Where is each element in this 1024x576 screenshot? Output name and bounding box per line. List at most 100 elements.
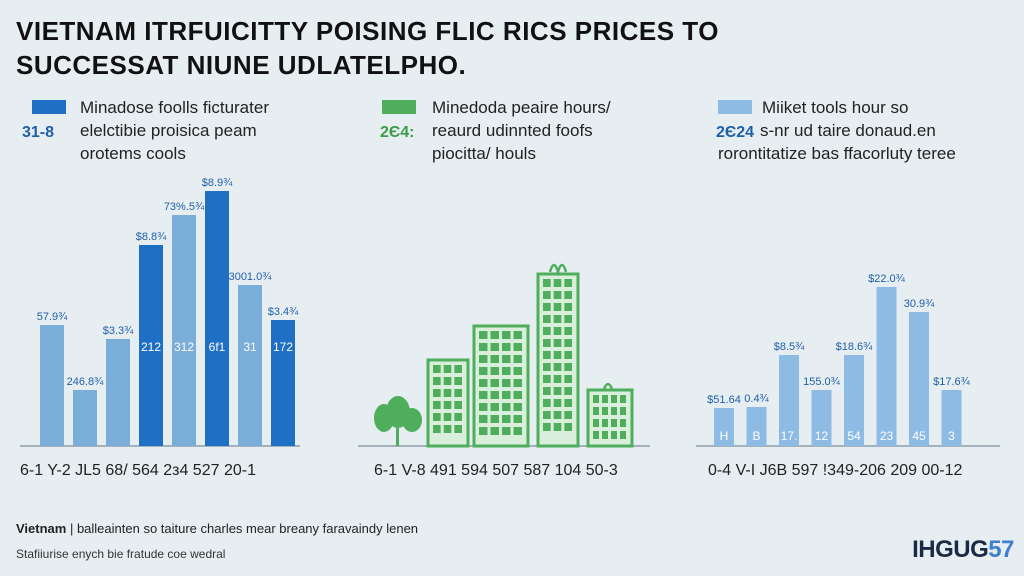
legend-3-year: 2Є24 <box>716 124 755 141</box>
window-4-0-1 <box>553 279 562 287</box>
window-3-8-3 <box>513 427 522 435</box>
window-4-7-2 <box>564 363 572 371</box>
tree-1-c <box>402 408 422 432</box>
bar-p1-5 <box>172 215 196 446</box>
bar-p3-1 <box>714 408 734 446</box>
bar-p3-2 <box>746 407 767 446</box>
window-5-2-0 <box>593 419 599 427</box>
legend-1-year: 31-8 <box>22 124 55 141</box>
window-4-4-1 <box>553 327 562 335</box>
bar-p1-6 <box>205 191 229 446</box>
window-3-7-0 <box>479 415 488 423</box>
window-2-2-0 <box>433 389 441 397</box>
window-4-10-2 <box>564 399 572 407</box>
window-3-1-1 <box>490 343 499 351</box>
window-3-8-0 <box>479 427 488 435</box>
x-tick-labels-3: 0-4 V-I J6B 597 !349-206 209 00-12 <box>708 462 963 479</box>
bar-inner-p3-7: 45 <box>912 429 926 443</box>
window-3-2-3 <box>513 355 522 363</box>
window-3-6-3 <box>513 403 522 411</box>
window-5-2-3 <box>620 419 626 427</box>
window-4-8-0 <box>543 375 551 383</box>
legend-swatch-3 <box>718 100 752 114</box>
window-5-3-1 <box>602 431 608 439</box>
bar-p3-3 <box>779 355 799 446</box>
window-4-5-1 <box>553 339 562 347</box>
bar-label-p3-8: $17.6¾ <box>933 376 971 388</box>
roof-plant-4 <box>548 263 568 277</box>
title-line-1: VIETNAM ITRFUICITTY POISING FLIC RICS PR… <box>16 16 719 46</box>
window-3-1-3 <box>513 343 522 351</box>
window-2-1-1 <box>443 377 452 385</box>
footer-note: Vietnam | balleainten so taiture charles… <box>16 521 418 536</box>
bar-label-p1-1: 57.9¾ <box>37 311 68 323</box>
bar-p3-7 <box>909 312 929 446</box>
window-3-8-2 <box>502 427 511 435</box>
logo-accent: 57 <box>988 536 1014 563</box>
window-3-1-0 <box>479 343 488 351</box>
bar-inner-p1-4: 212 <box>141 340 161 354</box>
window-4-1-0 <box>543 291 551 299</box>
bar-inner-p1-6: 6f1 <box>209 340 226 354</box>
window-2-3-0 <box>433 401 441 409</box>
window-4-8-2 <box>564 375 572 383</box>
window-4-1-2 <box>564 291 572 299</box>
window-3-0-2 <box>502 331 511 339</box>
window-4-11-1 <box>553 411 562 419</box>
bar-p3-4 <box>811 390 832 446</box>
window-4-3-0 <box>543 315 551 323</box>
bar-inner-p3-2: B <box>752 429 760 443</box>
bar-label-p1-2: 246.8¾ <box>67 376 105 388</box>
window-3-7-2 <box>502 415 511 423</box>
window-2-5-0 <box>433 425 441 433</box>
window-2-0-2 <box>454 365 462 373</box>
bar-inner-p3-8: 3 <box>948 429 955 443</box>
footer-rest: | balleainten so taiture charles mear br… <box>66 521 419 536</box>
bar-p3-6 <box>876 287 897 446</box>
window-2-3-1 <box>443 401 452 409</box>
legend-1-line-1: Minadose foolls ficturater <box>80 98 269 117</box>
bar-label-p1-4: $8.8¾ <box>136 231 167 243</box>
window-3-4-0 <box>479 379 488 387</box>
window-3-8-1 <box>490 427 499 435</box>
window-4-7-0 <box>543 363 551 371</box>
legend-2-line-2: reaurd udinnted foofs <box>432 121 593 140</box>
bar-p1-8 <box>271 320 295 446</box>
window-5-1-0 <box>593 407 599 415</box>
bar-label-p3-4: 155.0¾ <box>803 376 841 388</box>
window-5-2-1 <box>602 419 608 427</box>
bar-p1-7 <box>238 285 262 446</box>
legend-swatch-2 <box>382 100 416 114</box>
window-2-0-0 <box>433 365 441 373</box>
window-5-1-2 <box>611 407 617 415</box>
footer-bold: Vietnam <box>16 521 67 536</box>
window-5-1-3 <box>620 407 626 415</box>
window-3-3-1 <box>490 367 499 375</box>
legend-2-line-3: piocitta/ houls <box>432 144 536 163</box>
window-5-0-3 <box>620 395 626 403</box>
window-2-4-2 <box>454 413 462 421</box>
window-2-4-0 <box>433 413 441 421</box>
window-3-6-1 <box>490 403 499 411</box>
bar-p3-5 <box>844 355 864 446</box>
window-4-5-0 <box>543 339 551 347</box>
bar-inner-p3-3: 17. <box>781 429 798 443</box>
bar-label-p3-6: $22.0¾ <box>868 273 906 285</box>
legend-2-line-1: Minedoda peaire hours/ <box>432 98 611 117</box>
window-5-1-1 <box>602 407 608 415</box>
window-4-0-0 <box>543 279 551 287</box>
legend-2-year: 2Є4: <box>380 124 415 141</box>
window-4-3-1 <box>553 315 562 323</box>
chart-title: VIETNAM ITRFUICITTY POISING FLIC RICS PR… <box>16 14 776 82</box>
legend-1-line-3: orotems cools <box>80 144 186 163</box>
bar-inner-p1-7: 31 <box>243 340 257 354</box>
bar-label-p1-3: $3.3¾ <box>103 325 134 337</box>
window-4-12-1 <box>553 423 562 431</box>
window-4-6-0 <box>543 351 551 359</box>
roof-plant-5 <box>602 382 614 390</box>
window-2-1-0 <box>433 377 441 385</box>
window-4-3-2 <box>564 315 572 323</box>
window-3-5-2 <box>502 391 511 399</box>
bar-label-p1-6: $8.9¾ <box>202 177 233 189</box>
